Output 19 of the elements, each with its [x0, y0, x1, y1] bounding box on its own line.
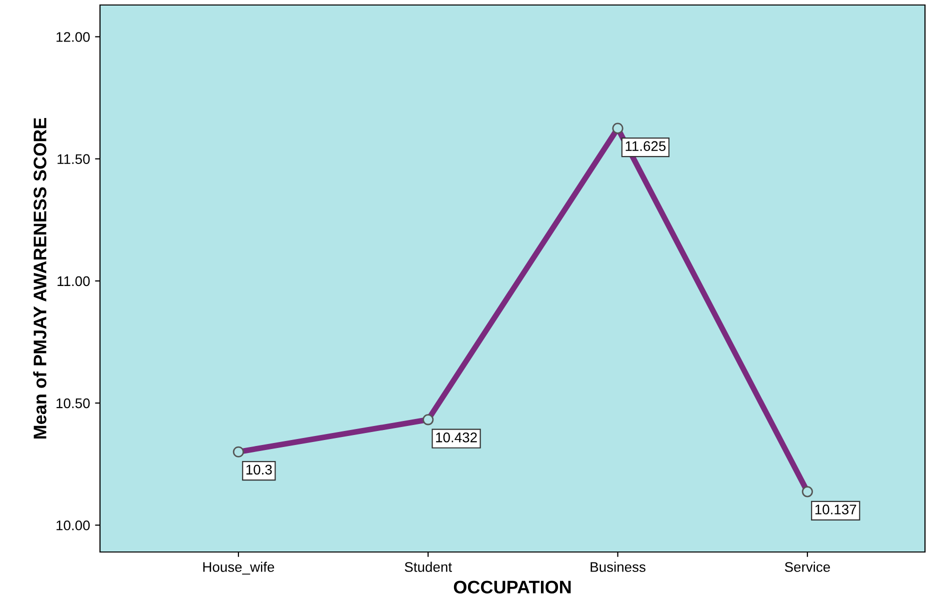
point — [612, 122, 624, 134]
point — [422, 414, 434, 426]
x-tick-label: Student — [404, 562, 452, 572]
y-tick-label: 10.00 — [56, 520, 90, 530]
data-label: 11.625 — [626, 141, 666, 152]
y-tick-label: 11.50 — [58, 154, 90, 164]
data-label: 10.137 — [815, 504, 856, 514]
data-label: 10.432 — [436, 432, 477, 442]
point — [232, 446, 244, 458]
point — [802, 486, 813, 498]
x-axis-title: OCCUPATION — [454, 580, 571, 594]
data-label: 10.3 — [246, 464, 272, 475]
y-tick-label: 11.00 — [58, 276, 90, 286]
y-axis-title: Mean of PMJAY AWARENESS SCORE — [33, 118, 46, 438]
x-tick-label: Service — [784, 562, 830, 572]
y-tick-label: 12.00 — [56, 32, 90, 42]
x-tick-label: Business — [590, 562, 646, 572]
y-tick-label: 10.50 — [56, 398, 90, 408]
x-tick-label: House_wife — [203, 562, 274, 575]
